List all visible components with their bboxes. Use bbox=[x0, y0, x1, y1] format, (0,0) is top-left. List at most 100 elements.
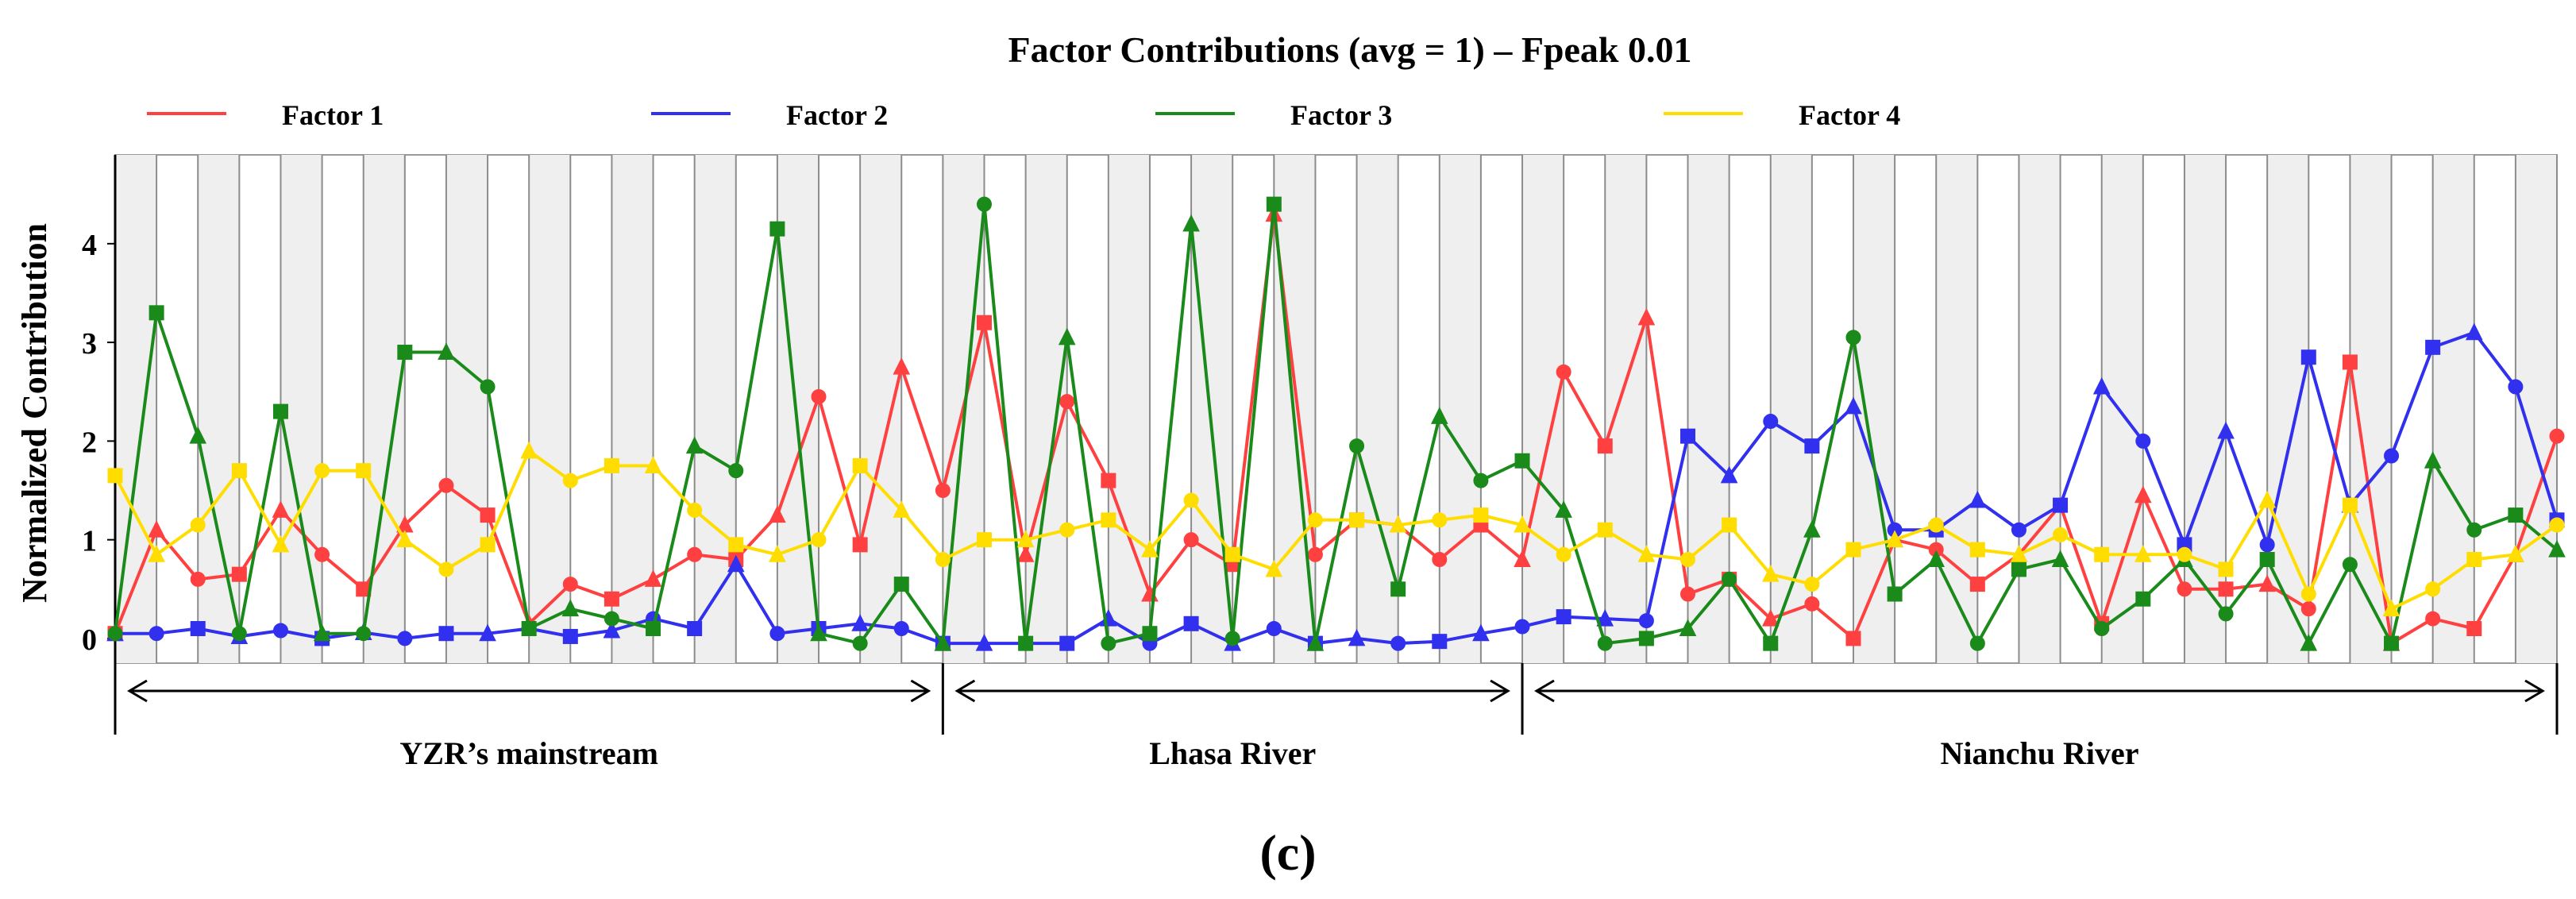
data-point bbox=[1349, 512, 1365, 528]
data-point bbox=[2425, 339, 2441, 355]
data-point bbox=[148, 305, 164, 321]
chart-title: Factor Contributions (avg = 1) – Fpeak 0… bbox=[1008, 29, 1691, 70]
data-point bbox=[2094, 621, 2110, 637]
data-point bbox=[2425, 581, 2441, 597]
data-point bbox=[562, 577, 578, 592]
data-point bbox=[1059, 635, 1075, 651]
data-point bbox=[1059, 394, 1075, 410]
data-point bbox=[1058, 327, 1076, 345]
data-point bbox=[1266, 621, 1282, 637]
grid-band bbox=[1853, 155, 1895, 663]
data-point bbox=[1555, 500, 1572, 518]
data-point bbox=[1804, 438, 1820, 454]
data-point bbox=[1059, 522, 1075, 538]
data-point bbox=[1514, 453, 1530, 469]
data-point bbox=[2548, 539, 2566, 558]
data-point bbox=[1763, 414, 1779, 430]
y-tick-label: 0 bbox=[82, 623, 97, 657]
data-point bbox=[562, 628, 578, 644]
data-point bbox=[107, 626, 123, 642]
data-point bbox=[2300, 634, 2318, 651]
data-point bbox=[2053, 527, 2069, 542]
data-point bbox=[2259, 552, 2275, 568]
data-point bbox=[1679, 619, 1697, 637]
grid-band bbox=[1356, 155, 1398, 663]
data-point bbox=[893, 577, 909, 592]
data-point bbox=[1183, 615, 1199, 631]
data-point bbox=[2051, 550, 2069, 568]
data-point bbox=[231, 626, 247, 642]
data-point bbox=[728, 463, 744, 479]
y-tick-label: 4 bbox=[82, 229, 97, 262]
data-point bbox=[190, 621, 206, 637]
grid-band bbox=[529, 155, 571, 663]
legend-label: Factor 3 bbox=[1290, 99, 1392, 131]
grid-band bbox=[198, 155, 240, 663]
y-tick-label: 2 bbox=[82, 426, 97, 459]
data-point bbox=[562, 473, 578, 488]
data-point bbox=[2134, 485, 2152, 504]
grid-band bbox=[611, 155, 654, 663]
data-point bbox=[1722, 517, 1737, 533]
data-point bbox=[687, 621, 703, 637]
series-4 bbox=[107, 441, 2565, 617]
data-point bbox=[2382, 599, 2401, 617]
grid-band bbox=[2101, 155, 2143, 663]
group-label: Lhasa River bbox=[1149, 735, 1316, 771]
data-point bbox=[811, 388, 827, 404]
data-point bbox=[604, 591, 619, 607]
data-point bbox=[2135, 433, 2151, 449]
data-point bbox=[2218, 561, 2234, 577]
data-point bbox=[769, 221, 785, 237]
grid-band bbox=[1108, 155, 1150, 663]
data-point bbox=[1845, 631, 1861, 646]
data-point bbox=[272, 623, 288, 639]
data-point bbox=[2218, 581, 2234, 597]
data-point bbox=[2466, 552, 2482, 568]
data-point bbox=[644, 569, 662, 587]
data-point bbox=[1556, 546, 1571, 562]
arrow-head-left bbox=[127, 679, 148, 703]
group-bracket: YZR’s mainstream bbox=[127, 679, 931, 771]
data-point bbox=[1845, 396, 1862, 415]
group-bracket: Lhasa River bbox=[954, 679, 1510, 771]
data-point bbox=[1597, 438, 1613, 454]
data-point bbox=[2466, 522, 2482, 538]
data-point bbox=[190, 571, 206, 587]
data-point bbox=[603, 620, 621, 639]
data-point bbox=[314, 546, 330, 562]
data-point bbox=[396, 530, 414, 548]
data-point bbox=[2259, 537, 2275, 553]
data-point bbox=[893, 500, 911, 518]
data-point bbox=[480, 537, 496, 553]
data-point bbox=[1637, 307, 1656, 326]
data-point bbox=[2342, 497, 2358, 513]
data-point bbox=[1390, 635, 1406, 651]
data-point bbox=[976, 314, 992, 330]
grid-band bbox=[445, 155, 488, 663]
data-point bbox=[604, 457, 619, 473]
data-point bbox=[438, 626, 454, 642]
data-point bbox=[727, 554, 745, 573]
data-point bbox=[810, 623, 827, 642]
data-point bbox=[2218, 606, 2234, 622]
data-point bbox=[1472, 623, 1490, 642]
grid-band bbox=[2019, 155, 2061, 663]
data-point bbox=[1638, 613, 1654, 629]
legend-label: Factor 2 bbox=[786, 99, 888, 131]
data-point bbox=[2549, 517, 2565, 533]
data-point bbox=[2465, 322, 2483, 341]
data-point bbox=[521, 621, 537, 637]
data-point bbox=[1886, 530, 1903, 548]
data-point bbox=[935, 483, 951, 499]
data-point bbox=[479, 623, 496, 642]
arrow-head-right bbox=[2524, 679, 2545, 703]
data-point bbox=[2177, 581, 2192, 597]
data-point bbox=[2011, 561, 2026, 577]
data-point bbox=[1348, 628, 1366, 646]
arrow-head-left bbox=[1534, 679, 1555, 703]
data-point bbox=[2053, 497, 2069, 513]
data-point bbox=[975, 634, 993, 651]
data-point bbox=[2508, 379, 2524, 395]
